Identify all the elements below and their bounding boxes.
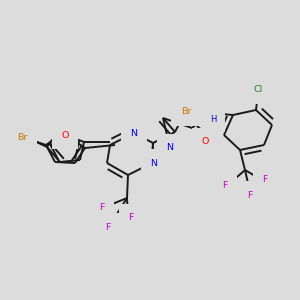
Text: F: F	[247, 190, 253, 200]
Text: F: F	[105, 223, 111, 232]
Text: N: N	[167, 143, 173, 152]
Text: F: F	[99, 202, 105, 211]
Text: Cl: Cl	[254, 85, 262, 94]
Text: Br: Br	[17, 133, 27, 142]
Text: NH: NH	[202, 106, 216, 116]
Text: O: O	[61, 130, 69, 140]
Text: O: O	[201, 137, 209, 146]
Text: H: H	[210, 115, 216, 124]
Text: F: F	[222, 181, 228, 190]
Text: Br: Br	[181, 107, 191, 116]
Text: N: N	[130, 128, 137, 137]
Text: N: N	[151, 158, 158, 167]
Text: F: F	[128, 214, 134, 223]
Text: F: F	[262, 176, 268, 184]
